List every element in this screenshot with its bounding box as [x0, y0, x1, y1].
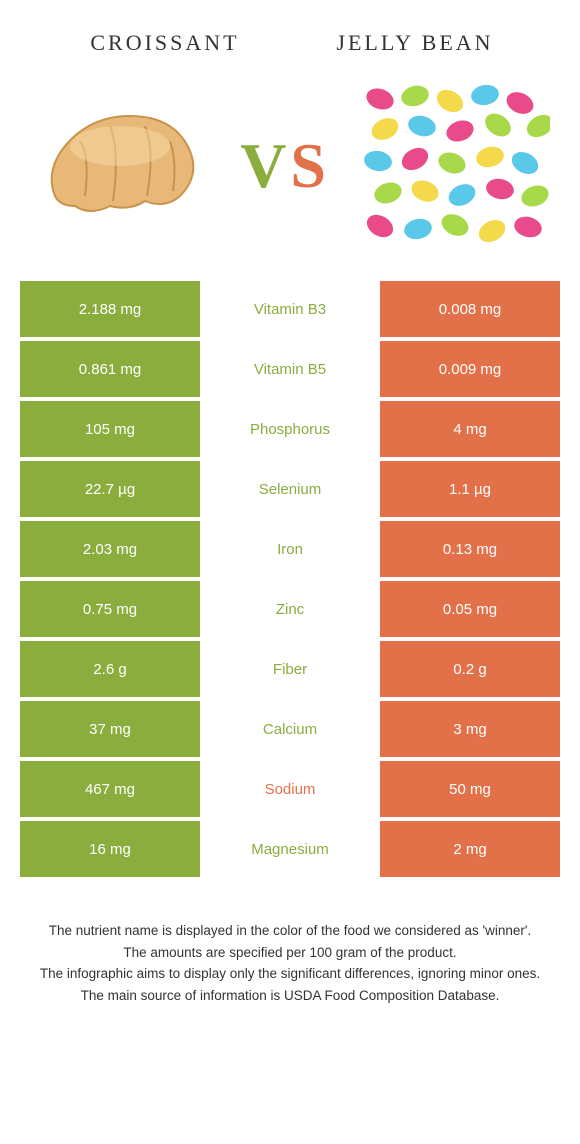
left-value: 16 mg — [20, 821, 200, 877]
right-value: 0.2 g — [380, 641, 560, 697]
right-value: 4 mg — [380, 401, 560, 457]
table-row: 2.188 mgVitamin B30.008 mg — [20, 281, 560, 337]
table-row: 467 mgSodium50 mg — [20, 761, 560, 817]
table-row: 22.7 µgSelenium1.1 µg — [20, 461, 560, 517]
table-row: 105 mgPhosphorus4 mg — [20, 401, 560, 457]
nutrient-name: Phosphorus — [200, 401, 380, 457]
footer-notes: The nutrient name is displayed in the co… — [0, 881, 580, 1037]
right-value: 2 mg — [380, 821, 560, 877]
right-value: 0.008 mg — [380, 281, 560, 337]
right-value: 3 mg — [380, 701, 560, 757]
vs-label: VS — [240, 129, 330, 203]
table-row: 2.03 mgIron0.13 mg — [20, 521, 560, 577]
right-value: 0.05 mg — [380, 581, 560, 637]
vs-v: V — [240, 130, 290, 201]
left-value: 22.7 µg — [20, 461, 200, 517]
nutrient-name: Calcium — [200, 701, 380, 757]
table-row: 16 mgMagnesium2 mg — [20, 821, 560, 877]
right-value: 0.009 mg — [380, 341, 560, 397]
left-value: 467 mg — [20, 761, 200, 817]
footer-line-2: The amounts are specified per 100 gram o… — [35, 943, 545, 963]
table-row: 0.75 mgZinc0.05 mg — [20, 581, 560, 637]
nutrient-name: Fiber — [200, 641, 380, 697]
jellybeans-icon — [360, 81, 550, 251]
table-row: 0.861 mgVitamin B50.009 mg — [20, 341, 560, 397]
right-value: 1.1 µg — [380, 461, 560, 517]
table-row: 2.6 gFiber0.2 g — [20, 641, 560, 697]
left-value: 2.03 mg — [20, 521, 200, 577]
left-value: 0.861 mg — [20, 341, 200, 397]
nutrient-name: Iron — [200, 521, 380, 577]
nutrient-name: Vitamin B5 — [200, 341, 380, 397]
image-row: VS — [0, 71, 580, 281]
vs-s: S — [290, 130, 330, 201]
header: CROISSANT JELLY BEAN — [0, 0, 580, 71]
comparison-table: 2.188 mgVitamin B30.008 mg0.861 mgVitami… — [0, 281, 580, 881]
nutrient-name: Sodium — [200, 761, 380, 817]
footer-line-4: The main source of information is USDA F… — [35, 986, 545, 1006]
right-title: JELLY BEAN — [290, 30, 540, 56]
left-value: 2.188 mg — [20, 281, 200, 337]
left-value: 37 mg — [20, 701, 200, 757]
nutrient-name: Zinc — [200, 581, 380, 637]
footer-line-1: The nutrient name is displayed in the co… — [35, 921, 545, 941]
nutrient-name: Magnesium — [200, 821, 380, 877]
croissant-image — [30, 81, 210, 251]
left-value: 2.6 g — [20, 641, 200, 697]
jellybeans-image — [360, 81, 550, 251]
left-value: 0.75 mg — [20, 581, 200, 637]
left-value: 105 mg — [20, 401, 200, 457]
right-value: 0.13 mg — [380, 521, 560, 577]
nutrient-name: Selenium — [200, 461, 380, 517]
nutrient-name: Vitamin B3 — [200, 281, 380, 337]
left-title: CROISSANT — [40, 30, 290, 56]
footer-line-3: The infographic aims to display only the… — [35, 964, 545, 984]
right-value: 50 mg — [380, 761, 560, 817]
croissant-icon — [35, 101, 205, 231]
table-row: 37 mgCalcium3 mg — [20, 701, 560, 757]
